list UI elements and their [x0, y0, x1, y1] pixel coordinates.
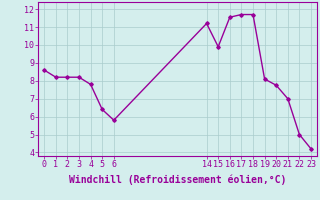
X-axis label: Windchill (Refroidissement éolien,°C): Windchill (Refroidissement éolien,°C)	[69, 175, 286, 185]
